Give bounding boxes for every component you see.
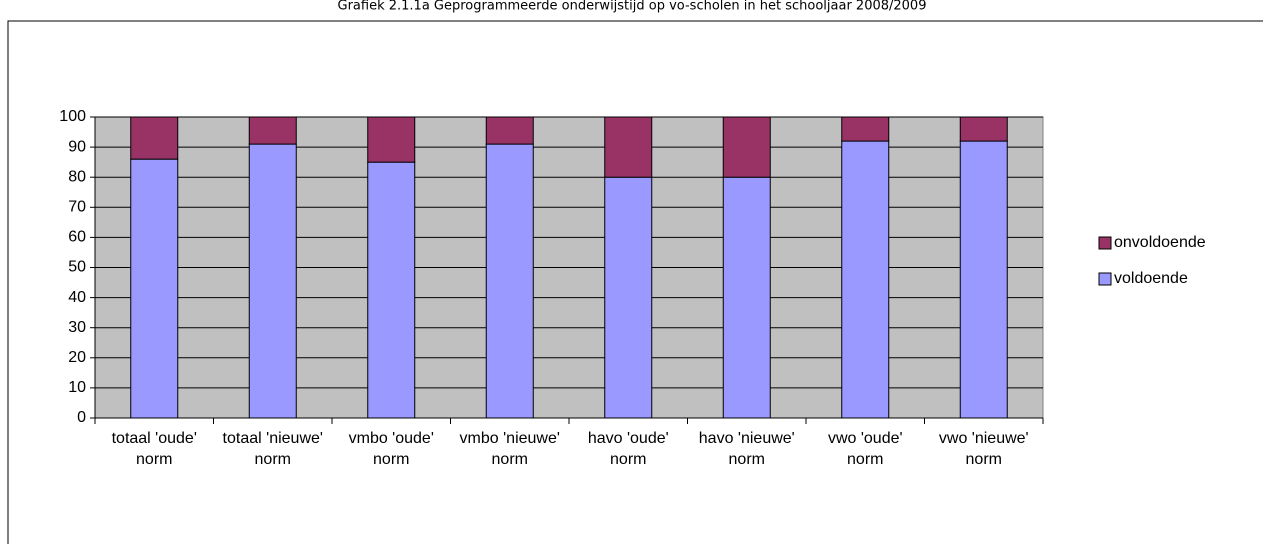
x-tick-label: totaal 'oude' norm [111,430,197,468]
bar-segment [130,116,179,160]
y-tick-label: 40 [68,289,86,306]
bar-segment [841,140,890,419]
x-tick-label: havo 'nieuwe' norm [698,430,795,468]
bar-segment [604,176,653,419]
chart-frame [7,20,1263,544]
legend-label: voldoende [1114,270,1188,287]
bar-segment [841,116,890,142]
bar-segment [485,143,534,419]
x-tick-label: totaal 'nieuwe' norm [222,430,323,468]
y-tick-label: 70 [68,199,86,216]
bar-segment [959,116,1008,142]
bar-segment [722,176,771,419]
y-tick-label: 60 [68,229,86,246]
bar-segment [485,116,534,145]
x-tick-label: vmbo 'oude' norm [348,430,434,468]
bar-segment [248,116,297,145]
bar-segment [604,116,653,178]
y-tick-label: 10 [68,379,86,396]
chart-title: Grafiek 2.1.1a Geprogrammeerde onderwijs… [338,0,927,14]
bar-segment [722,116,771,178]
legend-swatch [1098,236,1112,250]
x-tick-label: vwo 'nieuwe' norm [938,430,1029,468]
x-tick-label: vmbo 'nieuwe' norm [459,430,560,468]
bar-segment [130,158,179,419]
bar-segment [367,116,416,163]
y-tick-label: 90 [68,138,86,155]
bar-segment [367,161,416,419]
bar-segment [959,140,1008,419]
bar-segment [248,143,297,419]
y-tick-label: 80 [68,168,86,185]
y-tick-label: 100 [59,108,86,125]
y-tick-label: 30 [68,319,86,336]
y-tick-label: 50 [68,259,86,276]
legend-swatch [1098,272,1112,286]
x-tick-label: vwo 'oude' norm [827,430,903,468]
x-tick-label: havo 'oude' norm [587,430,669,468]
y-tick-label: 0 [77,409,86,426]
legend-label: onvoldoende [1114,234,1206,251]
y-tick-label: 20 [68,349,86,366]
